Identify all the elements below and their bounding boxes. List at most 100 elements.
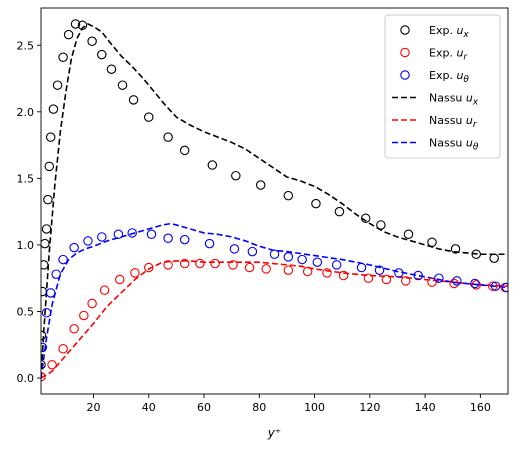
x-tick-label: 100 [304,401,325,414]
data-point-exp-u-theta-20 [331,260,342,270]
data-point-exp-u-x-19 [128,95,139,105]
data-point-exp-u-theta-3 [51,269,61,279]
data-point-exp-u-r-20 [338,270,349,281]
data-point-exp-u-theta-12 [179,234,190,245]
data-point-exp-u-theta-9 [127,228,137,238]
y-tick-label: 1.0 [17,239,35,252]
data-point-exp-u-theta-4 [58,254,68,265]
data-point-exp-u-theta-11 [163,233,173,244]
data-point-exp-u-r-2 [58,343,68,354]
axes: 20 40 60 80 100 120 140 160 0.0 0.5 1.0 1.5 2.0 2.5 [17,7,509,414]
legend-box [384,14,501,159]
x-tick-label: 120 [359,401,380,414]
legend-marker-exp-u-theta [400,70,410,80]
data-point-exp-u-r-3 [69,324,79,334]
data-point-exp-u-x-3 [41,260,49,270]
legend: Exp. ux Exp. ur Exp. uθ Nassu ux Nassu ur Nas… [384,14,501,159]
data-point-exp-u-r-0 [41,371,46,382]
legend-label-exp-u-theta: Exp. uθ [429,69,469,85]
y-tick-label: 0.0 [17,372,35,385]
data-point-exp-u-x-26 [283,190,294,201]
y-tick-label: 0.5 [17,305,35,318]
series-line-nassu-u-r [41,260,508,379]
data-point-exp-u-x-18 [117,80,128,90]
data-point-exp-u-theta-29 [501,282,508,293]
data-point-exp-u-r-22 [381,274,392,285]
data-point-exp-u-x-24 [231,170,241,181]
data-point-exp-u-r-25 [449,278,459,289]
x-tick-label: 140 [415,401,436,414]
data-point-exp-u-r-24 [427,277,437,287]
x-tick-label: 160 [470,401,491,414]
legend-label-nassu-u-x: Nassu ux [429,92,479,108]
data-point-exp-u-x-13 [70,19,81,29]
y-tick-label: 2.5 [17,39,35,52]
data-point-exp-u-x-17 [106,64,117,74]
data-point-exp-u-theta-5 [69,242,79,253]
data-point-exp-u-theta-15 [247,246,258,257]
data-point-exp-u-theta-1 [41,308,52,318]
data-point-exp-u-theta-27 [470,278,480,289]
data-point-exp-u-x-5 [41,224,52,234]
data-point-exp-u-x-1 [41,330,47,341]
data-point-exp-u-x-34 [471,249,481,259]
data-point-exp-u-x-25 [255,180,266,190]
data-point-exp-u-theta-18 [297,254,307,265]
legend-label-exp-u-r: Exp. ur [429,47,468,63]
data-point-exp-u-x-6 [43,194,53,205]
x-axis-label: y⁺ [267,426,281,440]
data-point-exp-u-theta-0 [41,342,48,353]
data-point-exp-u-x-10 [52,80,63,90]
data-point-exp-u-theta-25 [434,273,444,283]
data-point-exp-u-r-8 [130,268,140,278]
data-point-exp-u-theta-22 [374,265,385,275]
data-point-exp-u-theta-14 [229,244,240,254]
plot-area [41,19,508,382]
data-point-exp-u-x-31 [403,229,414,240]
legend-marker-exp-u-r [400,47,410,58]
data-point-exp-u-theta-10 [146,229,157,240]
data-point-exp-u-x-9 [48,104,59,114]
data-point-exp-u-theta-21 [356,262,367,273]
data-point-exp-u-r-7 [115,274,125,285]
data-point-exp-u-x-32 [427,237,437,248]
data-point-exp-u-theta-16 [269,249,280,259]
data-point-exp-u-x-4 [41,238,50,249]
data-point-exp-u-r-21 [363,273,374,283]
data-point-exp-u-theta-2 [45,288,56,298]
legend-label-nassu-u-r: Nassu ur [429,114,478,130]
data-point-exp-u-r-26 [471,280,481,290]
data-point-exp-u-r-9 [144,262,154,273]
data-point-exp-u-r-23 [401,276,411,286]
data-point-exp-u-r-11 [179,258,190,269]
data-point-exp-u-x-11 [58,52,68,62]
data-point-exp-u-x-35 [489,253,499,263]
data-point-exp-u-theta-26 [452,276,462,286]
data-point-exp-u-x-27 [311,198,321,209]
data-point-exp-u-x-15 [87,36,97,47]
data-point-exp-u-theta-6 [83,236,93,246]
data-point-exp-u-r-4 [79,310,89,321]
series-line-nassu-u-x [41,23,508,379]
data-point-exp-u-x-33 [450,244,461,254]
data-point-exp-u-r-13 [210,258,220,269]
data-point-exp-u-r-10 [163,260,173,270]
data-point-exp-u-x-2 [41,286,48,297]
data-point-exp-u-x-22 [179,145,190,156]
data-point-exp-u-theta-28 [490,281,501,291]
data-point-exp-u-x-16 [97,49,107,60]
data-point-exp-u-r-6 [99,285,110,295]
legend-label-nassu-u-theta: Nassu uθ [429,137,479,153]
data-point-exp-u-r-16 [261,264,271,274]
series-line-nassu-u-theta [41,222,508,379]
data-point-exp-u-r-19 [322,268,332,278]
y-tick-label: 1.5 [17,172,35,185]
data-point-exp-u-theta-23 [394,268,404,278]
x-tick-label: 80 [252,401,266,414]
data-point-exp-u-x-29 [360,213,371,224]
data-point-exp-u-r-14 [228,260,238,270]
data-point-exp-u-theta-17 [283,252,294,262]
data-point-exp-u-r-27 [488,281,498,291]
data-point-exp-u-r-1 [47,359,57,370]
